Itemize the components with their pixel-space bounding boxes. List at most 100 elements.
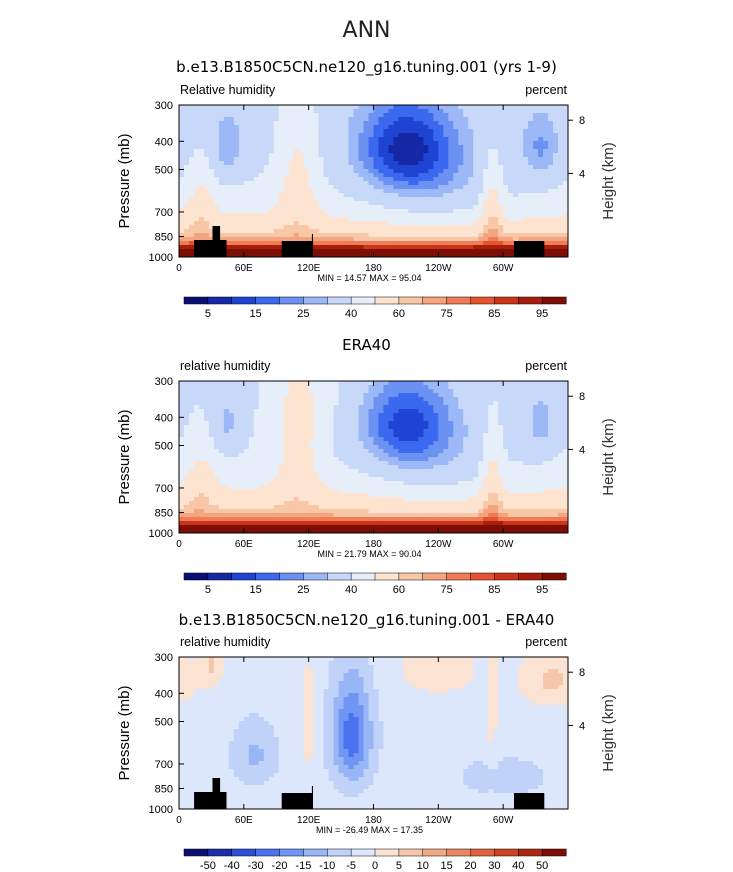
contour-cell [388, 161, 395, 166]
contour-cell [393, 193, 400, 198]
contour-cell [493, 177, 499, 182]
contour-cell [203, 425, 210, 430]
contour-cell [423, 117, 429, 122]
contour-cell [523, 237, 529, 242]
contour-cell [288, 409, 295, 414]
contour-cell [183, 105, 190, 110]
contour-cell [463, 173, 469, 178]
contour-cell [423, 417, 429, 422]
contour-cell [528, 233, 534, 238]
contour-cell [463, 149, 469, 154]
contour-cell [363, 525, 370, 530]
contour-cell [558, 145, 564, 150]
contour-cell [368, 429, 375, 434]
contour-cell [273, 445, 280, 450]
contour-cell [448, 185, 454, 190]
contour-cell [473, 165, 479, 170]
contour-cell [343, 233, 350, 238]
contour-cell [179, 137, 185, 142]
contour-cell [493, 157, 499, 162]
contour-cell [338, 389, 345, 394]
contour-cell [338, 185, 345, 190]
contour-cell [503, 161, 509, 166]
contour-cell [388, 445, 395, 450]
contour-cell [393, 473, 400, 478]
contour-cell [508, 197, 514, 202]
contour-cell [318, 469, 325, 474]
contour-cell [563, 253, 568, 257]
contour-cell [333, 145, 340, 150]
contour-cell [293, 397, 300, 402]
contour-cell [363, 453, 370, 458]
contour-cell [398, 513, 405, 518]
contour-cell [363, 237, 370, 242]
contour-cell [333, 237, 340, 242]
contour-cell [238, 229, 245, 234]
contour-cell [403, 445, 410, 450]
contour-cell [193, 429, 200, 434]
contour-cell [363, 181, 370, 186]
colorbar-swatch [327, 296, 352, 305]
contour-cell [518, 169, 524, 174]
contour-cell [428, 441, 434, 446]
contour-cell [288, 157, 295, 162]
contour-cell [548, 233, 554, 238]
contour-cell [278, 401, 285, 406]
contour-cell [353, 233, 360, 238]
contour-cell [253, 477, 260, 482]
contour-cell [248, 245, 255, 250]
contour-cell [193, 393, 200, 398]
contour-cell [413, 473, 419, 478]
contour-cell [418, 209, 424, 214]
contour-cell [223, 209, 230, 214]
contour-cell [198, 133, 205, 138]
contour-cell [318, 165, 325, 170]
contour-cell [553, 125, 559, 130]
contour-cell [338, 173, 345, 178]
contour-cell [298, 153, 305, 158]
contour-cell [298, 417, 305, 422]
contour-cell [503, 157, 509, 162]
contour-cell [383, 437, 390, 442]
contour-cell [268, 237, 275, 242]
contour-cell [243, 181, 250, 186]
contour-cell [263, 509, 270, 514]
contour-cell [303, 441, 310, 446]
contour-cell [198, 225, 205, 230]
contour-cell [518, 113, 524, 118]
contour-cell [179, 169, 185, 174]
contour-cell [403, 141, 410, 146]
contour-cell [373, 381, 380, 386]
contour-cell [333, 441, 340, 446]
contour-cell [228, 113, 235, 118]
contour-cell [348, 509, 355, 514]
contour-cell [298, 429, 305, 434]
contour-cell [538, 225, 544, 230]
contour-cell [203, 489, 210, 494]
contour-cell [238, 481, 245, 486]
contour-cell [278, 165, 285, 170]
contour-cell [313, 437, 320, 442]
contour-cell [443, 125, 449, 130]
contour-cell [288, 109, 295, 114]
contour-cell [458, 241, 464, 246]
contour-cell [513, 113, 519, 118]
contour-cell [298, 457, 305, 462]
contour-cell [358, 197, 365, 202]
contour-cell [418, 457, 424, 462]
contour-cell [413, 105, 419, 110]
contour-cell [283, 221, 290, 226]
contour-cell [558, 157, 564, 162]
contour-cell [343, 381, 350, 386]
contour-cell [243, 401, 250, 406]
contour-cell [353, 177, 360, 182]
contour-cell [268, 433, 275, 438]
contour-cell [383, 113, 390, 118]
contour-cell [448, 193, 454, 198]
contour-cell [278, 193, 285, 198]
contour-cell [288, 125, 295, 130]
contour-cell [503, 153, 509, 158]
contour-cell [398, 449, 405, 454]
contour-cell [338, 113, 345, 118]
contour-cell [273, 137, 280, 142]
